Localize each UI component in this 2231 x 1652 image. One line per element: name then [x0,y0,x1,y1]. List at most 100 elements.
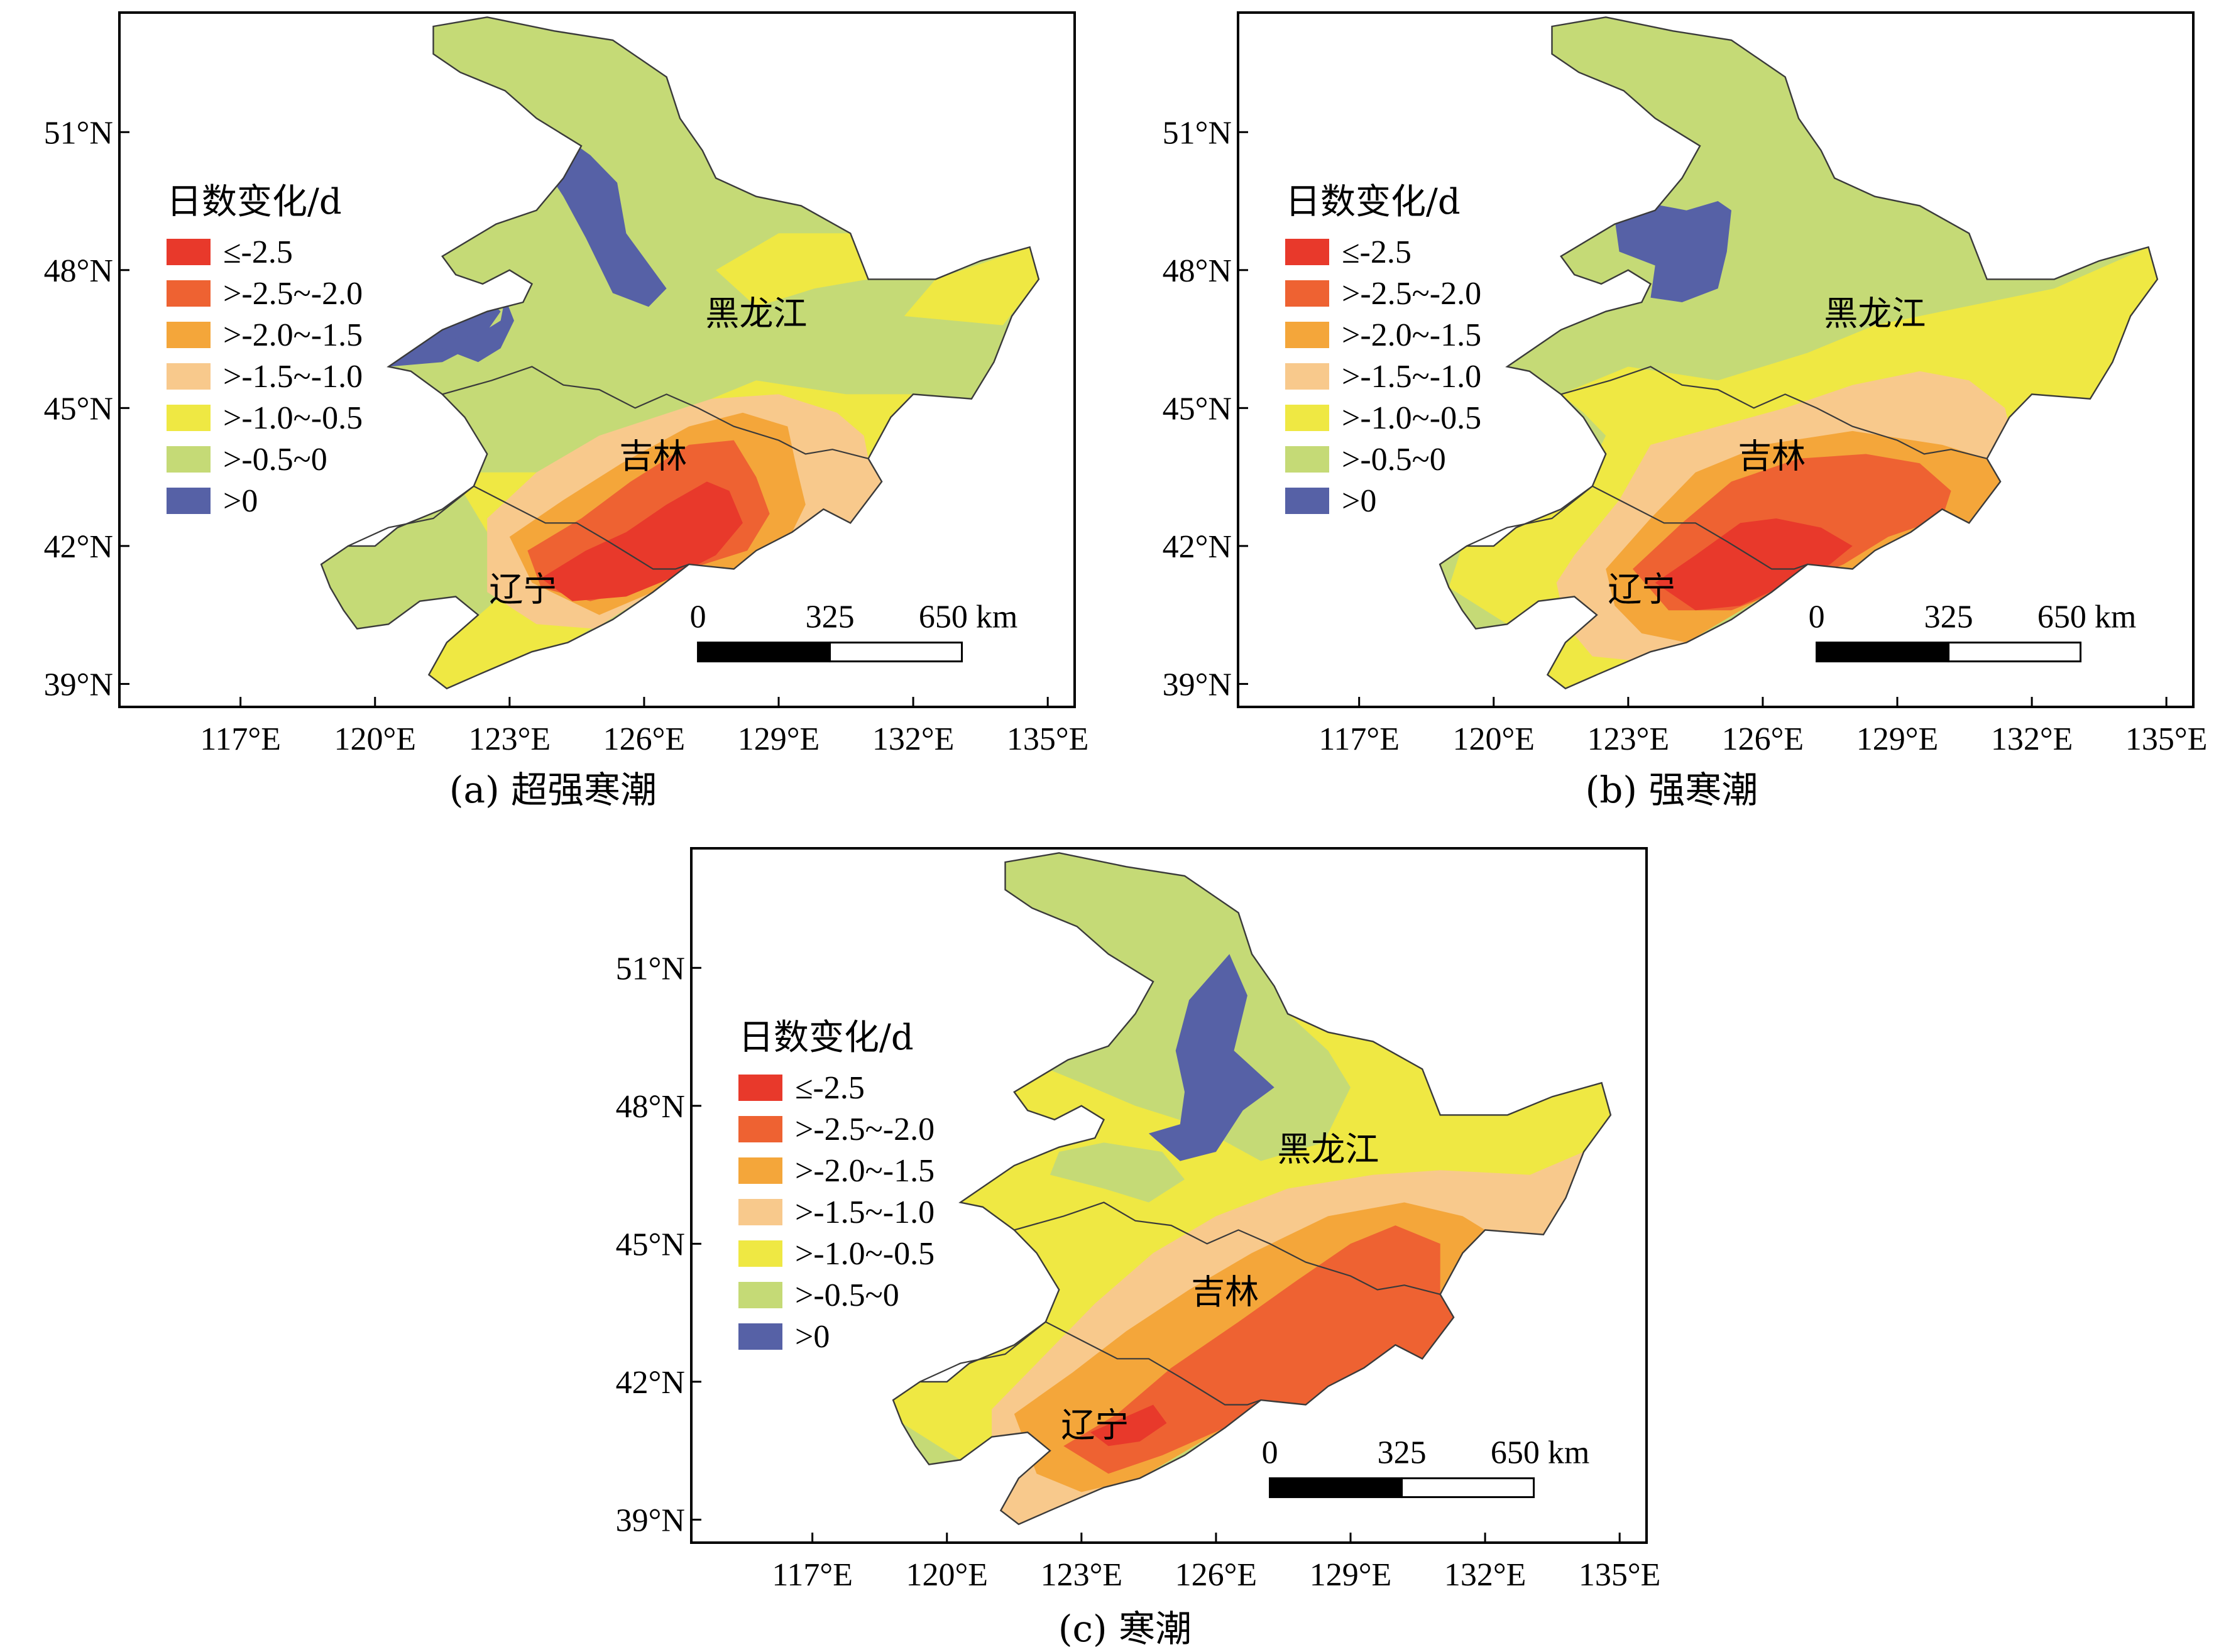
legend-swatch [738,1323,782,1350]
y-tick-label: 42°N [44,529,113,565]
legend-label: >-1.5~-1.0 [1342,359,1481,395]
legend-swatch [738,1075,782,1101]
legend-label: >0 [1342,483,1376,519]
y-tick-label: 51°N [1163,115,1232,151]
x-tick-label: 135°E [2125,721,2208,757]
scale-bar-black [697,642,831,663]
zone-4 [1655,518,1853,611]
legend-label: >-2.0~-1.5 [795,1153,935,1189]
x-tick-label: 123°E [469,721,551,757]
country-outline [320,16,1040,690]
zone-5 [1614,201,1731,302]
province-label-jilin: 吉林 [1191,1272,1259,1311]
legend-label: ≤-2.5 [1342,234,1412,270]
x-tick-label: 132°E [1991,721,2073,757]
boundary-jilin-liaoning [1466,485,1808,570]
y-tick-label: 48°N [1163,253,1232,289]
legend-label: >-2.5~-2.0 [223,276,363,312]
legend-swatch [1285,239,1329,265]
zone-2 [904,247,1039,325]
caption-a: (a) 超强寒潮 [449,769,657,811]
legend-swatch [738,1282,782,1308]
scale-label: 325 [806,599,855,635]
scale-bar-white [829,642,963,663]
legend-label: ≤-2.5 [223,234,293,270]
legend-label: >-1.0~-0.5 [795,1236,935,1272]
y-tick-label: 48°N [44,253,113,289]
legend-label: >-2.0~-1.5 [223,317,363,353]
scale-bar-white [1401,1477,1535,1499]
zone-7 [500,123,667,307]
x-tick-label: 123°E [1587,721,1670,757]
legend-swatch [167,280,211,307]
legend-swatch [1285,322,1329,348]
x-tick-label: 120°E [1452,721,1535,757]
zone-5 [1063,1225,1454,1474]
scale-label: 0 [1262,1435,1278,1471]
x-tick-label: 123°E [1041,1557,1123,1593]
map-svg-c: 117°E 120°E 123°E 126°E 129°E 132°E 135°E 51°N 4… [616,847,1661,1593]
legend-label: >-1.5~-1.0 [223,359,363,395]
legend-swatch [167,322,211,348]
legend-label: >-0.5~0 [223,442,327,478]
province-label-liaoning: 辽宁 [1061,1406,1129,1445]
boundary-jilin-liaoning [919,1321,1261,1406]
zone-7 [1148,954,1274,1161]
zone-6 [540,481,743,601]
legend-label: >-2.5~-2.0 [1342,276,1481,312]
x-tick-label: 120°E [906,1557,988,1593]
y-tick-label: 42°N [616,1365,685,1401]
y-tick-label: 39°N [616,1502,685,1538]
scale-label: 325 [1924,599,1973,635]
legend-swatch [738,1116,782,1142]
y-tick-label: 51°N [616,951,685,987]
legend-title: 日数变化/d [167,182,342,222]
legend-label: ≤-2.5 [795,1070,865,1106]
legend-label: >0 [795,1319,830,1355]
value-zones [388,123,1039,689]
map-panel-c: 117°E 120°E 123°E 126°E 129°E 132°E 135°E 51°N 4… [591,836,1661,1650]
caption-b: (b) 强寒潮 [1585,769,1758,811]
x-tick-label: 117°E [1318,721,1400,757]
map-svg-a: 117°E 120°E 123°E 126°E 129°E 132°E 135°E 51°N 4… [44,11,1089,757]
x-tick-label: 129°E [1856,721,1939,757]
zone-2 [1050,1142,1185,1203]
legend-swatch [167,446,211,473]
x-tick-label: 135°E [1579,1557,1661,1593]
scale-label: 325 [1378,1435,1427,1471]
legend-label: >-2.0~-1.5 [1342,317,1481,353]
province-label-heilongjiang: 黑龙江 [1824,294,1926,334]
province-label-jilin: 吉林 [1738,436,1806,476]
legend-swatch [738,1199,782,1225]
scale-label: 650 km [1491,1435,1589,1471]
x-tick-label: 117°E [772,1557,853,1593]
x-tick-label: 135°E [1007,721,1089,757]
province-label-liaoning: 辽宁 [489,570,557,610]
legend-title: 日数变化/d [1285,182,1461,222]
scale-bar-white [1948,642,2082,663]
province-label-heilongjiang: 黑龙江 [1277,1130,1379,1169]
boundary-heilongjiang-jilin [1560,366,1987,459]
x-tick-label: 129°E [738,721,820,757]
map-panel-b: 117°E 120°E 123°E 126°E 129°E 132°E 135°E 51°N 4… [1137,0,2208,811]
scale-bar-black [1269,1477,1403,1499]
legend-swatch [167,488,211,514]
value-zones [1449,201,2157,689]
province-label-liaoning: 辽宁 [1608,570,1675,610]
legend-swatch [738,1240,782,1267]
legend-label: >-0.5~0 [795,1277,899,1313]
x-tick-label: 126°E [1175,1557,1258,1593]
y-tick-label: 39°N [1163,667,1232,703]
caption-c: (c) 寒潮 [1058,1607,1192,1650]
scale-label: 0 [690,599,706,635]
y-tick-label: 48°N [616,1089,685,1125]
zone-1 [716,233,869,307]
legend-label: >-1.5~-1.0 [795,1195,935,1230]
x-tick-label: 132°E [872,721,955,757]
x-tick-label: 117°E [200,721,281,757]
zone-9 [433,297,514,363]
legend-label: >-1.0~-0.5 [223,400,363,436]
y-tick-label: 45°N [1163,391,1232,427]
legend-label: >0 [223,483,258,519]
y-tick-label: 51°N [44,115,113,151]
